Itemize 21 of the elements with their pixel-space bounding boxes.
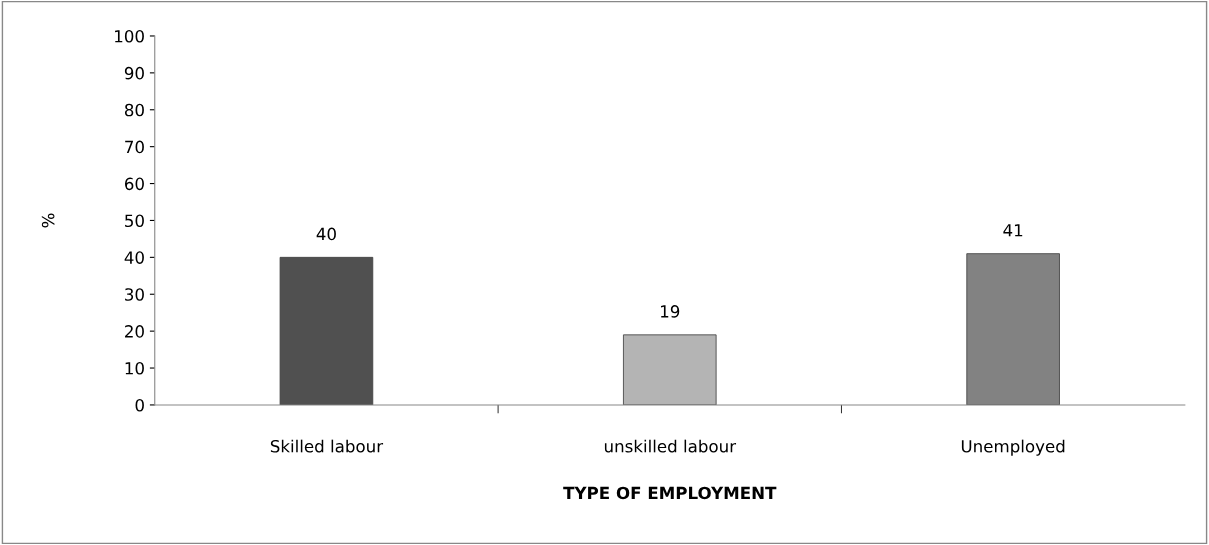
bar	[279, 256, 374, 405]
data-label: 19	[661, 305, 680, 318]
y-tick-label: 80	[124, 103, 144, 117]
y-tick-label: 100	[115, 29, 144, 43]
bar	[623, 334, 717, 405]
x-tick-label: unskilled labour	[604, 439, 737, 453]
y-axis-title: %	[41, 213, 55, 228]
x-axis-title: TYPE OF EMPLOYMENT	[563, 486, 777, 500]
y-tick-label: 20	[125, 325, 144, 338]
y-tick-label: 10	[125, 362, 144, 375]
y-tick-label: 60	[124, 177, 144, 191]
x-tick-label: Skilled labour	[270, 439, 384, 453]
y-tick-label: 30	[125, 288, 144, 301]
data-label: 40	[316, 227, 336, 241]
data-label: 41	[1003, 224, 1023, 237]
x-tick-label: Unemployed	[961, 439, 1065, 456]
y-tick-label: 0	[135, 398, 144, 412]
y-tick-label: 70	[125, 140, 144, 154]
y-tick-label: 50	[125, 214, 144, 228]
y-tick-label: 40	[124, 251, 144, 264]
y-tick-label: 90	[124, 66, 144, 80]
